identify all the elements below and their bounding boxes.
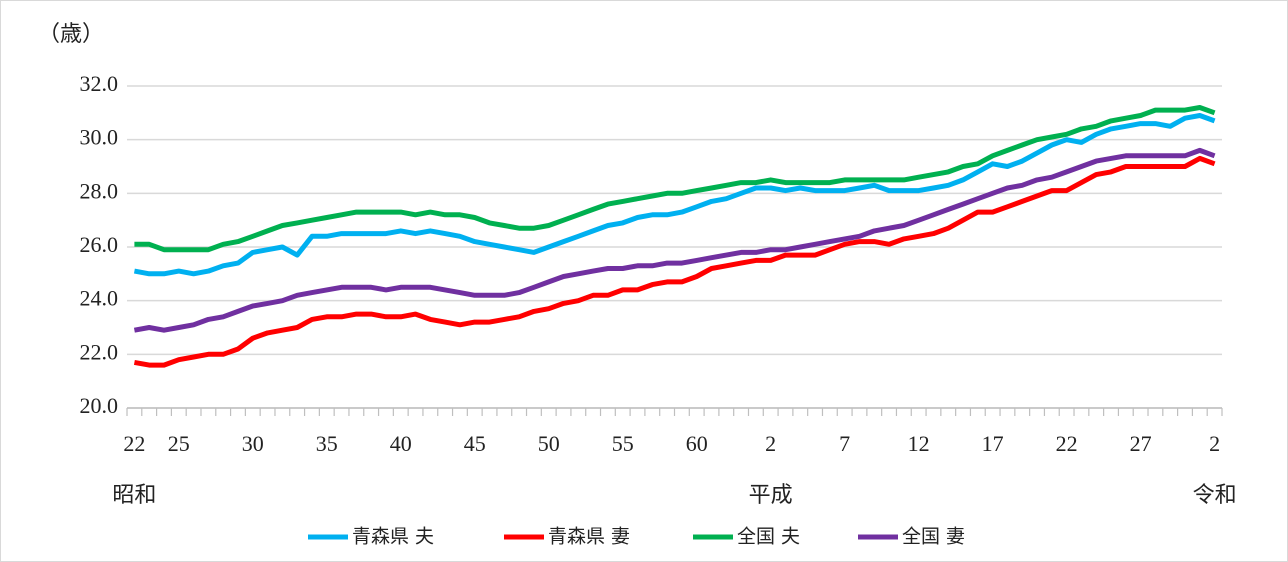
series-line xyxy=(133,147,1216,333)
y-tick-label: 32.0 xyxy=(80,71,119,96)
legend-label: 青森県 夫 xyxy=(352,526,434,548)
x-tick-label: 35 xyxy=(316,431,338,456)
x-tick-label: 2 xyxy=(765,431,776,456)
x-tick-label: 22 xyxy=(1056,431,1078,456)
x-tick-label: 2 xyxy=(1209,431,1220,456)
era-label: 昭和 xyxy=(112,482,156,507)
y-tick-label: 20.0 xyxy=(80,393,119,418)
y-tick-label: 30.0 xyxy=(80,125,119,150)
era-label: 平成 xyxy=(749,482,793,507)
y-tick-label: 28.0 xyxy=(80,178,119,203)
series-line xyxy=(133,155,1216,368)
y-tick-label: 24.0 xyxy=(80,286,119,311)
y-tick-label: 26.0 xyxy=(80,232,119,257)
series-line xyxy=(134,105,1216,253)
legend-label: 青森県 妻 xyxy=(548,526,630,548)
series-line xyxy=(133,113,1216,277)
x-tick-label: 12 xyxy=(908,431,930,456)
y-tick-label: 22.0 xyxy=(80,339,119,364)
x-tick-label: 40 xyxy=(390,431,412,456)
x-tick-label: 45 xyxy=(464,431,486,456)
era-label: 令和 xyxy=(1193,482,1237,507)
legend-label: 全国 夫 xyxy=(737,526,800,548)
y-axis-label: （歳） xyxy=(38,21,104,46)
x-tick-label: 30 xyxy=(242,431,264,456)
x-tick-label: 17 xyxy=(982,431,1004,456)
x-tick-label: 60 xyxy=(686,431,708,456)
x-tick-label: 7 xyxy=(839,431,850,456)
x-tick-label: 55 xyxy=(612,431,634,456)
legend-label: 全国 妻 xyxy=(902,526,965,548)
x-tick-label: 50 xyxy=(538,431,560,456)
x-tick-label: 25 xyxy=(168,431,190,456)
x-tick-label: 22 xyxy=(123,431,145,456)
x-tick-label: 27 xyxy=(1130,431,1152,456)
